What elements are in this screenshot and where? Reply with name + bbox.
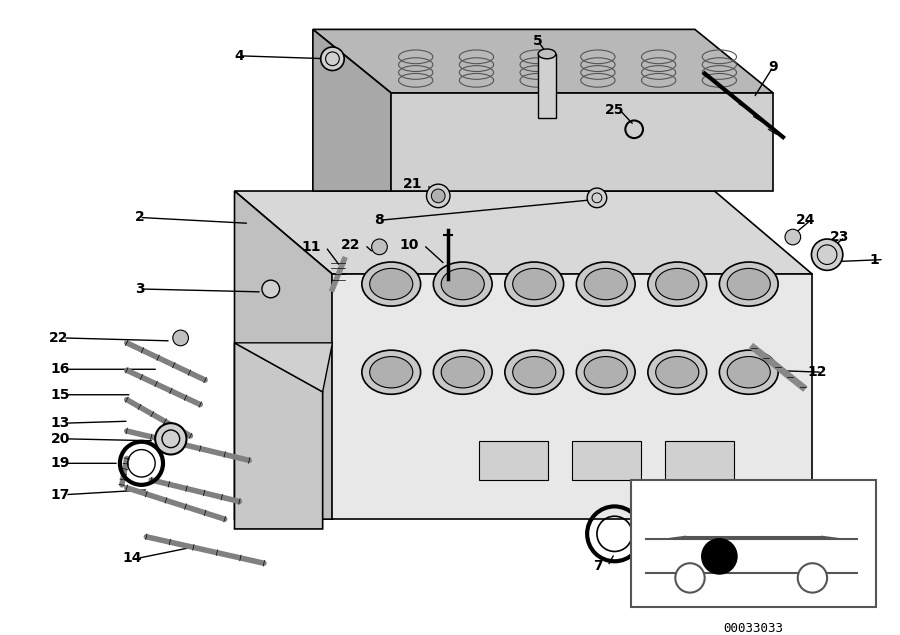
Text: 9: 9: [769, 60, 778, 74]
Text: 4: 4: [235, 49, 244, 63]
Text: 18: 18: [245, 497, 264, 511]
Text: 8: 8: [374, 213, 383, 227]
Ellipse shape: [656, 356, 698, 388]
Ellipse shape: [505, 350, 563, 394]
Text: 11: 11: [302, 240, 320, 254]
Text: 12: 12: [807, 365, 827, 379]
Ellipse shape: [719, 350, 778, 394]
Circle shape: [320, 47, 344, 70]
Text: 7: 7: [593, 559, 603, 573]
Polygon shape: [235, 343, 323, 529]
Circle shape: [675, 563, 705, 592]
Text: 21: 21: [403, 177, 423, 191]
Text: 00033033: 00033033: [724, 622, 784, 635]
Text: 17: 17: [50, 488, 70, 502]
Polygon shape: [235, 191, 813, 274]
Ellipse shape: [362, 262, 420, 306]
Circle shape: [427, 184, 450, 208]
Ellipse shape: [538, 49, 556, 59]
Text: 19: 19: [50, 457, 70, 471]
Ellipse shape: [433, 262, 492, 306]
Text: 23: 23: [830, 230, 850, 244]
Circle shape: [812, 239, 842, 271]
Circle shape: [785, 229, 801, 245]
Ellipse shape: [513, 356, 556, 388]
Text: 25: 25: [605, 103, 625, 117]
Circle shape: [372, 239, 387, 255]
Text: 20: 20: [50, 432, 70, 446]
Circle shape: [431, 189, 446, 203]
Text: 3: 3: [135, 282, 144, 296]
Ellipse shape: [370, 269, 413, 300]
Polygon shape: [313, 29, 392, 191]
Polygon shape: [392, 93, 773, 191]
Ellipse shape: [648, 262, 706, 306]
Text: 14: 14: [123, 551, 142, 565]
Ellipse shape: [505, 262, 563, 306]
Bar: [665, 441, 734, 480]
Text: 22: 22: [340, 238, 360, 252]
Circle shape: [155, 423, 186, 455]
Polygon shape: [332, 274, 813, 519]
Circle shape: [797, 563, 827, 592]
Bar: [538, 54, 556, 117]
Circle shape: [173, 330, 188, 346]
Text: 5: 5: [534, 34, 543, 48]
Ellipse shape: [576, 350, 635, 394]
Ellipse shape: [656, 269, 698, 300]
Text: 16: 16: [50, 363, 70, 377]
Circle shape: [262, 280, 280, 298]
Ellipse shape: [584, 269, 627, 300]
Text: 6: 6: [654, 559, 663, 573]
Polygon shape: [235, 191, 332, 519]
Ellipse shape: [727, 269, 770, 300]
Bar: [480, 441, 548, 480]
Ellipse shape: [433, 350, 492, 394]
Text: 1: 1: [869, 253, 879, 267]
Ellipse shape: [576, 262, 635, 306]
Text: 24: 24: [796, 213, 815, 227]
Ellipse shape: [727, 356, 770, 388]
Text: 2: 2: [135, 210, 144, 224]
Ellipse shape: [719, 262, 778, 306]
Text: 13: 13: [50, 416, 70, 430]
Bar: [631, 480, 876, 607]
Circle shape: [587, 188, 607, 208]
Circle shape: [702, 538, 737, 574]
Ellipse shape: [441, 269, 484, 300]
Ellipse shape: [513, 269, 556, 300]
Polygon shape: [235, 343, 332, 392]
Ellipse shape: [648, 350, 706, 394]
Bar: [572, 441, 641, 480]
Polygon shape: [313, 29, 773, 93]
Ellipse shape: [441, 356, 484, 388]
Text: 22: 22: [49, 331, 68, 345]
Ellipse shape: [362, 350, 420, 394]
Text: 10: 10: [400, 238, 419, 252]
Text: 15: 15: [50, 388, 70, 402]
Ellipse shape: [584, 356, 627, 388]
Ellipse shape: [370, 356, 413, 388]
